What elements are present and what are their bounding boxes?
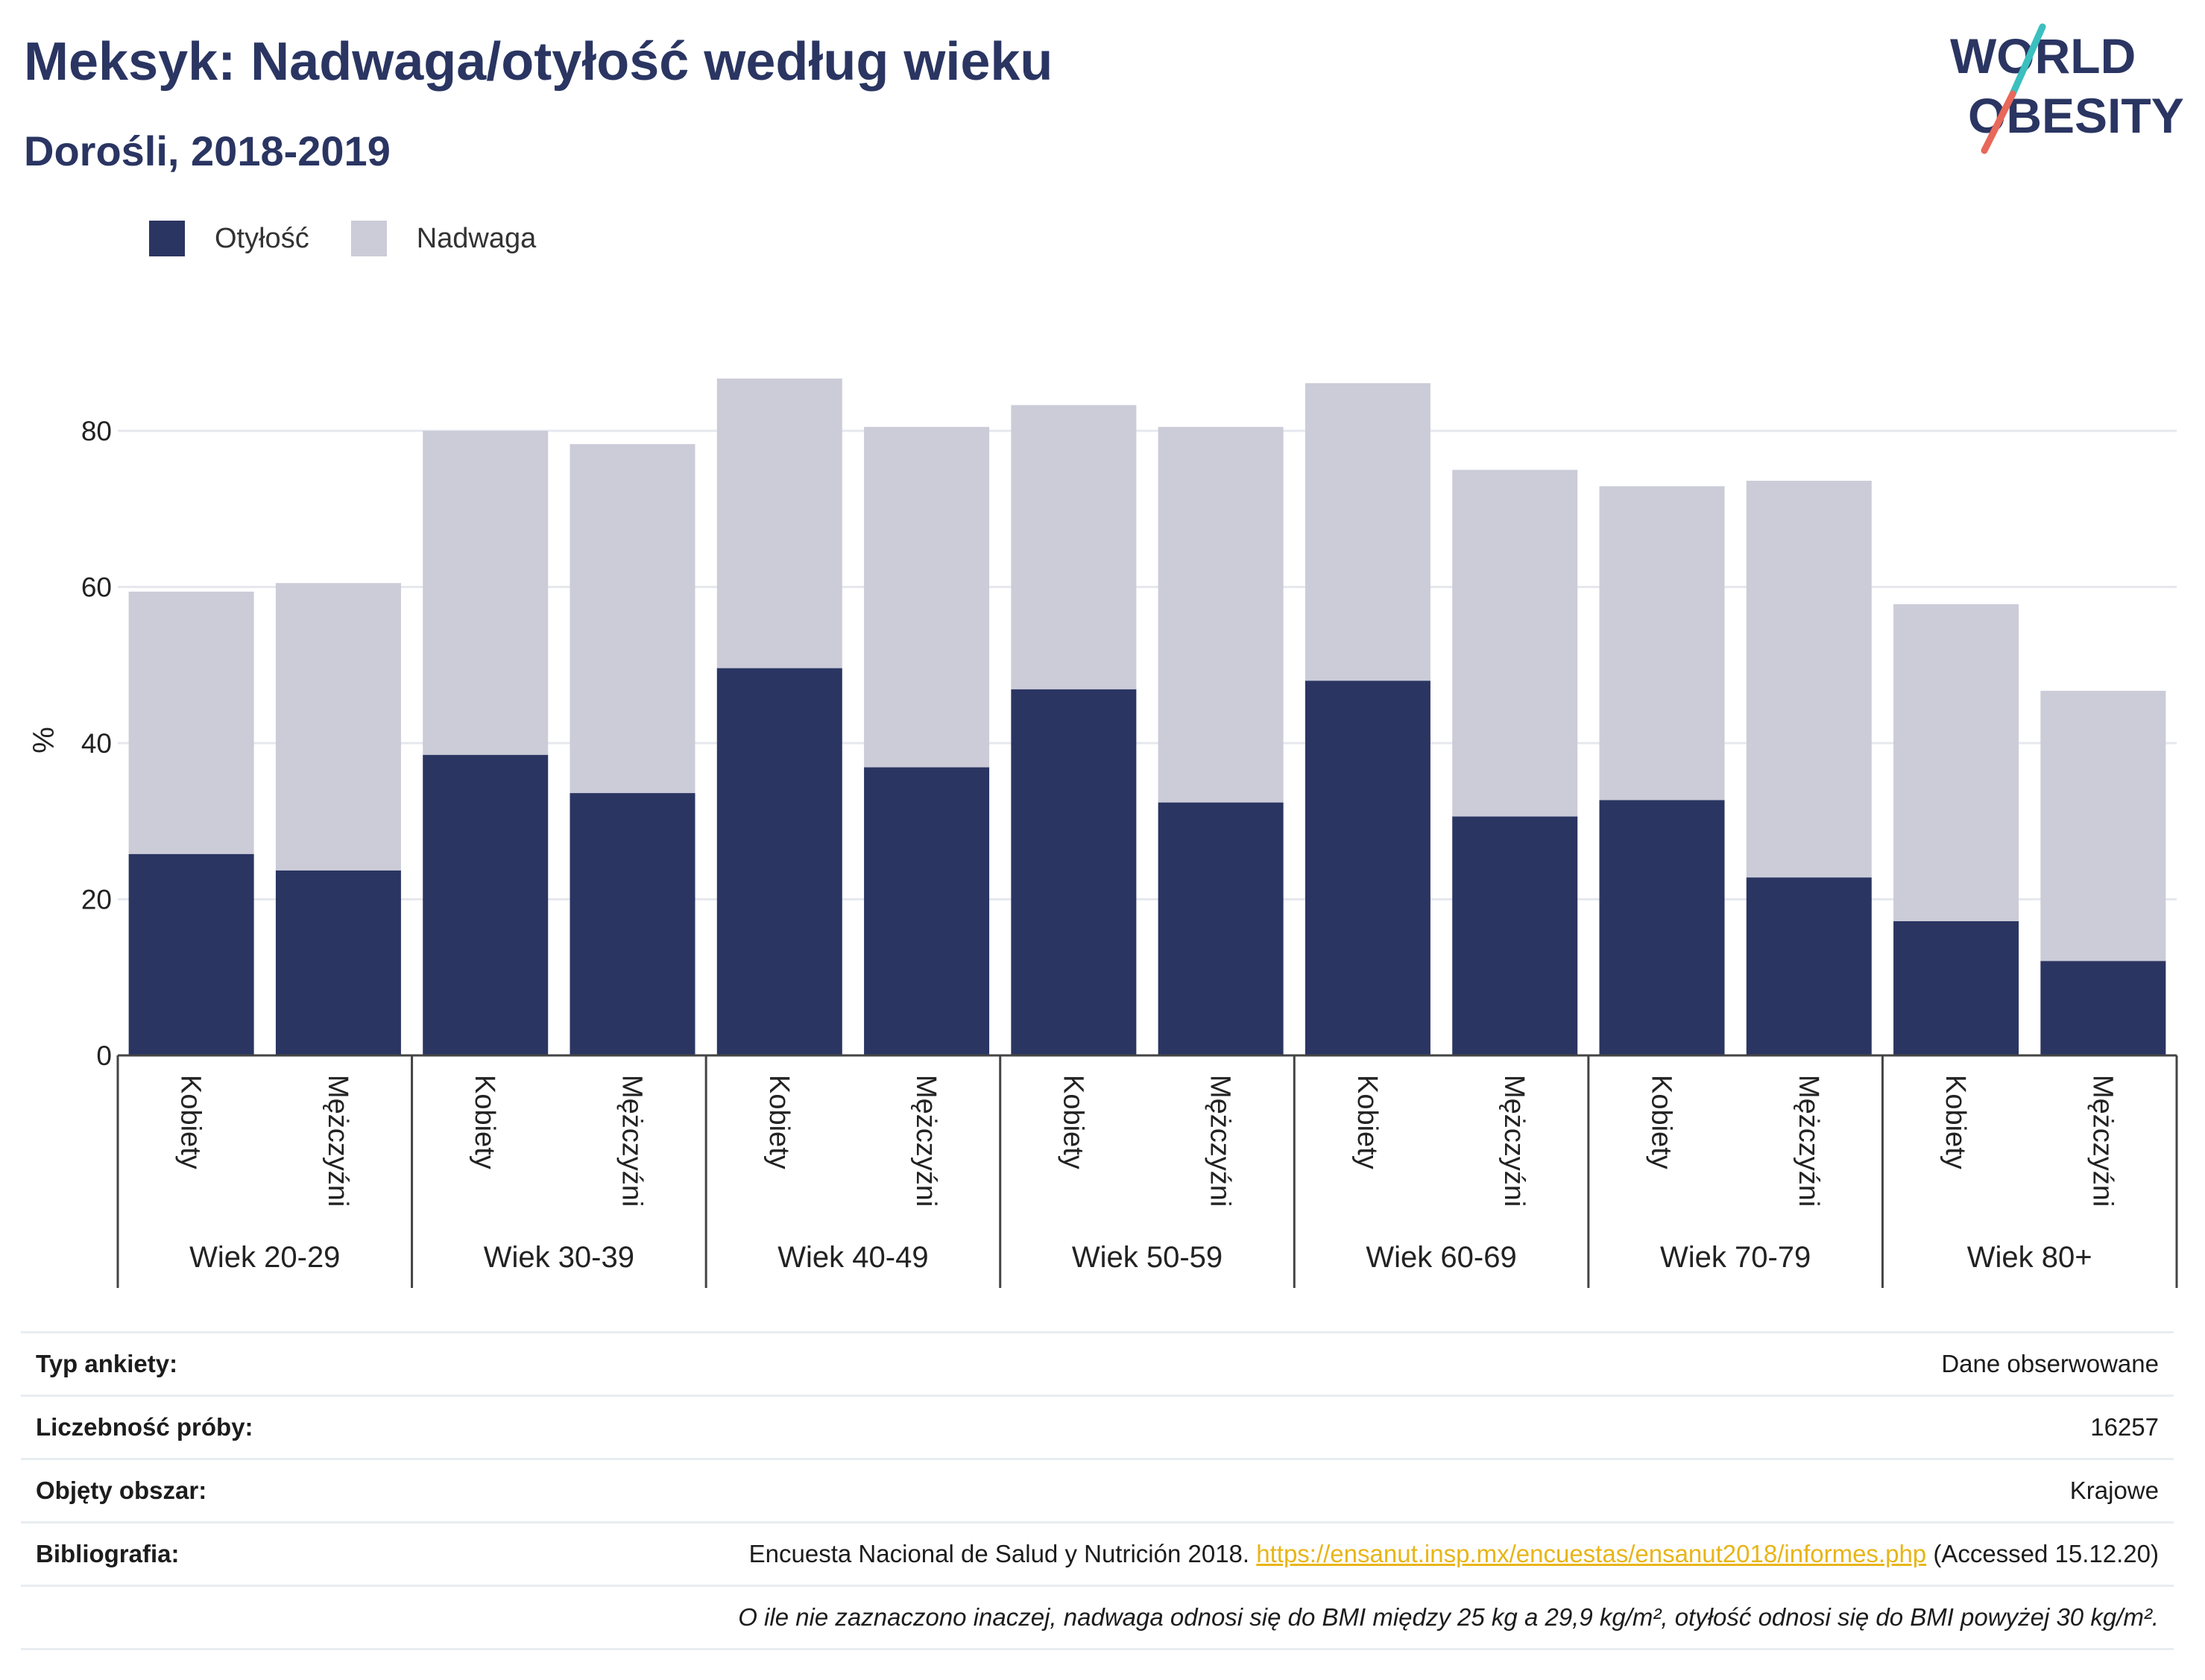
info-row-note: O ile nie zaznaczono inaczej, nadwaga od… [21,1585,2174,1650]
bar-overweight [1599,486,1725,800]
bar-overweight [864,426,990,768]
legend-swatch-obesity [149,221,185,256]
y-tick-label: 40 [81,728,112,759]
info-row-bibliography: Bibliografia: Encuesta Nacional de Salud… [21,1521,2174,1586]
bar-overweight [1746,481,1872,878]
survey-type-label: Typ ankiety: [21,1331,438,1396]
legend-swatch-overweight [350,221,387,256]
bibliography-label: Bibliografia: [21,1521,438,1586]
bar-overweight [128,591,254,854]
x-subcategory-label: Mężczyźni [1498,1075,1530,1207]
bar-overweight [1011,405,1137,689]
x-subcategory-label: Kobiety [1646,1075,1677,1169]
info-table: Typ ankiety: Dane obserwowane Liczebność… [21,1331,2174,1650]
bar-overweight [423,431,549,755]
bar-overweight [1452,470,1578,817]
stacked-bar-chart: 0 20 40 60 80% Kobiety Mężczyźni Kobiety Mężczyź… [28,378,2178,1288]
bar-obesity [1452,816,1578,1055]
bar-overweight [1158,426,1284,803]
world-obesity-logo: WORLD OBESITY [1950,23,2184,154]
bar-obesity [1746,877,1872,1055]
bar-obesity [423,754,549,1055]
bar-overweight [716,378,842,669]
x-subcategory-label: Mężczyźni [2086,1075,2118,1207]
bar-obesity [716,668,842,1055]
chart-subtitle: Dorośli, 2018-2019 [24,127,391,174]
x-subcategory-label: Kobiety [469,1075,500,1169]
x-subcategory-label: Kobiety [1351,1075,1383,1169]
info-row-area: Objęty obszar: Krajowe [21,1458,2174,1523]
bar-overweight [1893,604,2019,921]
info-row-survey-type: Typ ankiety: Dane obserwowane [21,1331,2174,1396]
x-subcategory-label: Kobiety [175,1075,206,1169]
area-label: Objęty obszar: [21,1458,438,1523]
bibliography-prefix: Encuesta Nacional de Salud y Nutrición 2… [748,1540,1257,1567]
y-tick-label: 80 [81,416,112,446]
x-group-label: Wiek 40-49 [777,1241,928,1274]
x-subcategory-label: Mężczyźni [910,1075,941,1207]
bar-obesity [1599,800,1725,1055]
x-subcategory-label: Mężczyźni [1793,1075,1824,1207]
x-group-label: Wiek 80+ [1967,1241,2092,1274]
legend-label-obesity: Otyłość [215,222,309,254]
bar-obesity [864,767,990,1055]
y-tick-label: 60 [81,572,112,603]
bar-obesity [1011,689,1137,1055]
bar-obesity [2040,961,2166,1055]
bar-obesity [570,793,695,1055]
legend-label-overweight: Nadwaga [416,222,537,254]
bar-overweight [275,583,401,871]
note-label-empty [21,1585,438,1650]
bar-obesity [1158,802,1284,1055]
x-subcategory-label: Mężczyźni [322,1075,353,1207]
info-row-sample-size: Liczebność próby: 16257 [21,1395,2174,1459]
x-subcategory-label: Kobiety [1057,1075,1088,1169]
logo-line1: WORLD [1950,28,2136,83]
chart-title: Meksyk: Nadwaga/otyłość według wieku [24,32,1053,92]
x-group-label: Wiek 20-29 [189,1241,340,1274]
x-group-label: Wiek 70-79 [1660,1241,1811,1274]
x-group-label: Wiek 30-39 [484,1241,634,1274]
legend-item-overweight[interactable]: Nadwaga [350,221,537,256]
x-group-label: Wiek 50-59 [1072,1241,1223,1274]
sample-size-label: Liczebność próby: [21,1395,438,1459]
logo-slash-bottom [1981,90,2016,154]
logo-slash-top [2009,23,2046,98]
bar-obesity [1305,680,1430,1055]
bar-obesity [128,853,254,1055]
bibliography-suffix: (Accessed 15.12.20) [1926,1540,2159,1567]
y-tick-label: 20 [81,885,112,915]
y-axis-label: % [28,727,60,754]
sample-size-value: 16257 [438,1395,2174,1459]
y-tick-label: 0 [96,1040,112,1071]
x-subcategory-label: Kobiety [1940,1075,1971,1169]
x-subcategory-label: Mężczyźni [616,1075,648,1207]
area-value: Krajowe [438,1458,2174,1523]
x-group-label: Wiek 60-69 [1366,1241,1516,1274]
bar-overweight [570,443,695,794]
bar-overweight [1305,383,1430,681]
bibliography-value: Encuesta Nacional de Salud y Nutrición 2… [438,1521,2174,1586]
bar-overweight [2040,690,2166,961]
bar-obesity [275,870,401,1055]
legend: Otyłość Nadwaga [149,221,578,256]
bibliography-link[interactable]: https://ensanut.insp.mx/encuestas/ensanu… [1256,1540,1927,1567]
x-subcategory-label: Kobiety [763,1075,795,1169]
x-subcategory-label: Mężczyźni [1205,1075,1236,1207]
survey-type-value: Dane obserwowane [438,1331,2174,1396]
definition-note: O ile nie zaznaczono inaczej, nadwaga od… [438,1585,2174,1650]
legend-item-obesity[interactable]: Otyłość [149,221,309,256]
bar-obesity [1893,920,2019,1055]
